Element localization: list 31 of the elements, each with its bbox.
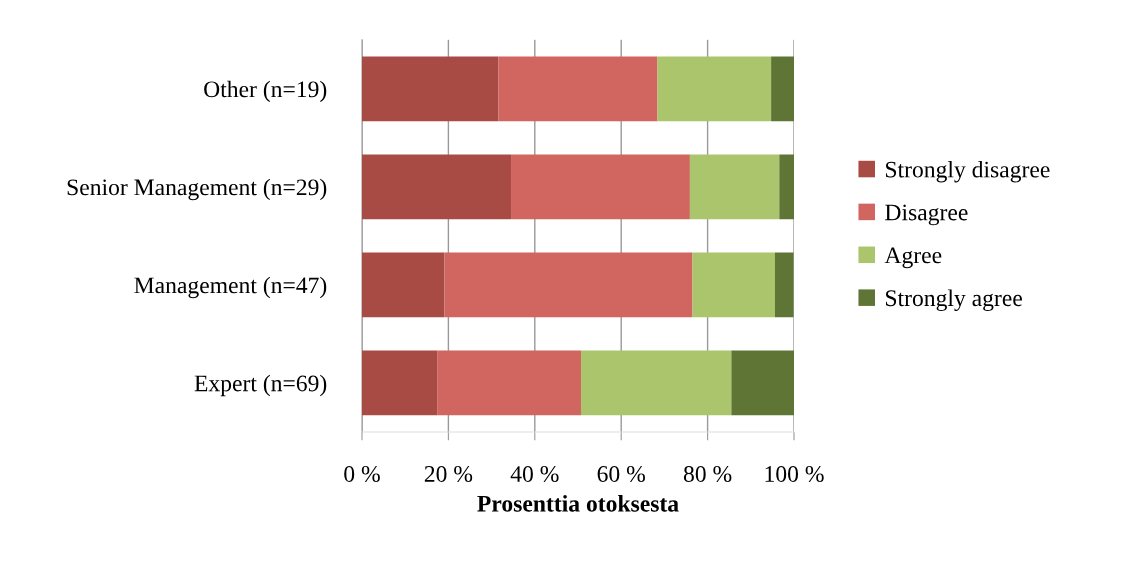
bar — [775, 252, 794, 318]
y-tick-label: Expert (n=69) — [194, 374, 327, 397]
bar — [657, 56, 772, 122]
bar — [771, 56, 795, 122]
x-tick-label: 80 % — [683, 465, 732, 482]
bar — [361, 154, 512, 220]
bar — [692, 252, 775, 318]
bar — [361, 56, 499, 122]
bar — [437, 350, 582, 416]
y-tick-label: Other (n=19) — [204, 80, 327, 103]
y-tick-label: Senior Management (n=29) — [67, 178, 327, 201]
x-tick-label: 100 % — [765, 465, 824, 482]
bar — [361, 350, 438, 416]
bar — [779, 154, 795, 220]
x-axis-title: Prosenttia otoksesta — [477, 495, 679, 512]
x-tick-label: 20 % — [424, 465, 473, 482]
x-tick-label: 0 % — [344, 465, 380, 482]
bar — [444, 252, 693, 318]
legend-label: Agree — [884, 247, 942, 269]
x-tick-label: 40 % — [510, 465, 559, 482]
bar — [689, 154, 780, 220]
y-tick-label: Management (n=47) — [134, 276, 327, 299]
legend-label: Strongly disagree — [886, 160, 1050, 183]
bar — [731, 350, 795, 416]
bar — [581, 350, 732, 416]
bar — [361, 252, 445, 318]
x-tick-label: 60 % — [597, 465, 645, 482]
legend-label: Disagree — [885, 204, 968, 226]
legend-label: Strongly agree — [886, 289, 1022, 312]
bar — [511, 154, 690, 220]
bar — [498, 56, 658, 122]
